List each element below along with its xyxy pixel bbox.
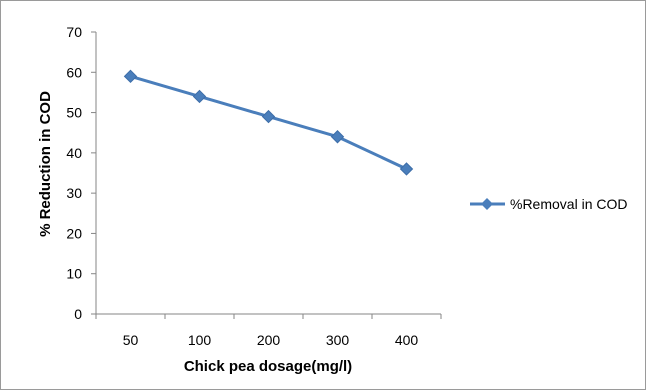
data-point (399, 162, 414, 176)
y-tick-label: 60 (66, 64, 82, 80)
series-layer (123, 69, 414, 176)
y-tick-label: 0 (74, 306, 82, 322)
data-point (123, 69, 138, 84)
y-tick-label: 40 (66, 145, 82, 161)
x-tick-label: 200 (257, 332, 281, 348)
y-axis-title: % Reduction in COD (37, 91, 54, 237)
y-tick-label: 50 (66, 105, 82, 121)
legend-series-label: %Removal in COD (510, 196, 627, 212)
x-tick-label: 400 (395, 332, 419, 348)
data-point (261, 109, 276, 124)
y-axis: 0 10 20 30 40 50 60 70 (66, 24, 97, 322)
x-tick-label: 100 (188, 332, 212, 348)
x-axis: 50 100 200 300 400 (95, 313, 442, 348)
legend: %Removal in COD (470, 196, 627, 212)
data-point (330, 130, 345, 144)
y-tick-label: 30 (66, 185, 82, 201)
y-tick-label: 10 (66, 266, 82, 282)
y-tick-label: 20 (66, 225, 82, 241)
x-tick-label: 300 (326, 332, 350, 348)
data-point (192, 89, 207, 104)
legend-series-marker (481, 198, 493, 210)
x-tick-label: 50 (123, 332, 139, 348)
y-tick-label: 70 (66, 24, 82, 40)
x-axis-title: Chick pea dosage(mg/l) (184, 358, 352, 375)
